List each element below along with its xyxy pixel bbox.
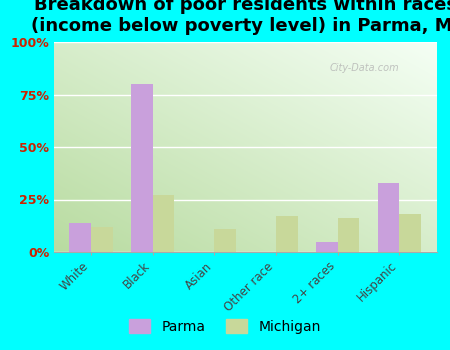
Bar [378,183,400,252]
Bar [131,84,153,252]
Bar [214,229,236,252]
Text: City-Data.com: City-Data.com [329,63,399,73]
Bar [316,241,338,252]
Bar [276,216,298,252]
Legend: Parma, Michigan: Parma, Michigan [124,314,326,340]
Bar [400,214,421,252]
Bar [153,195,174,252]
Bar [91,227,112,252]
Bar [69,223,91,252]
Bar [338,218,360,252]
Title: Breakdown of poor residents within races
(income below poverty level) in Parma, : Breakdown of poor residents within races… [31,0,450,35]
